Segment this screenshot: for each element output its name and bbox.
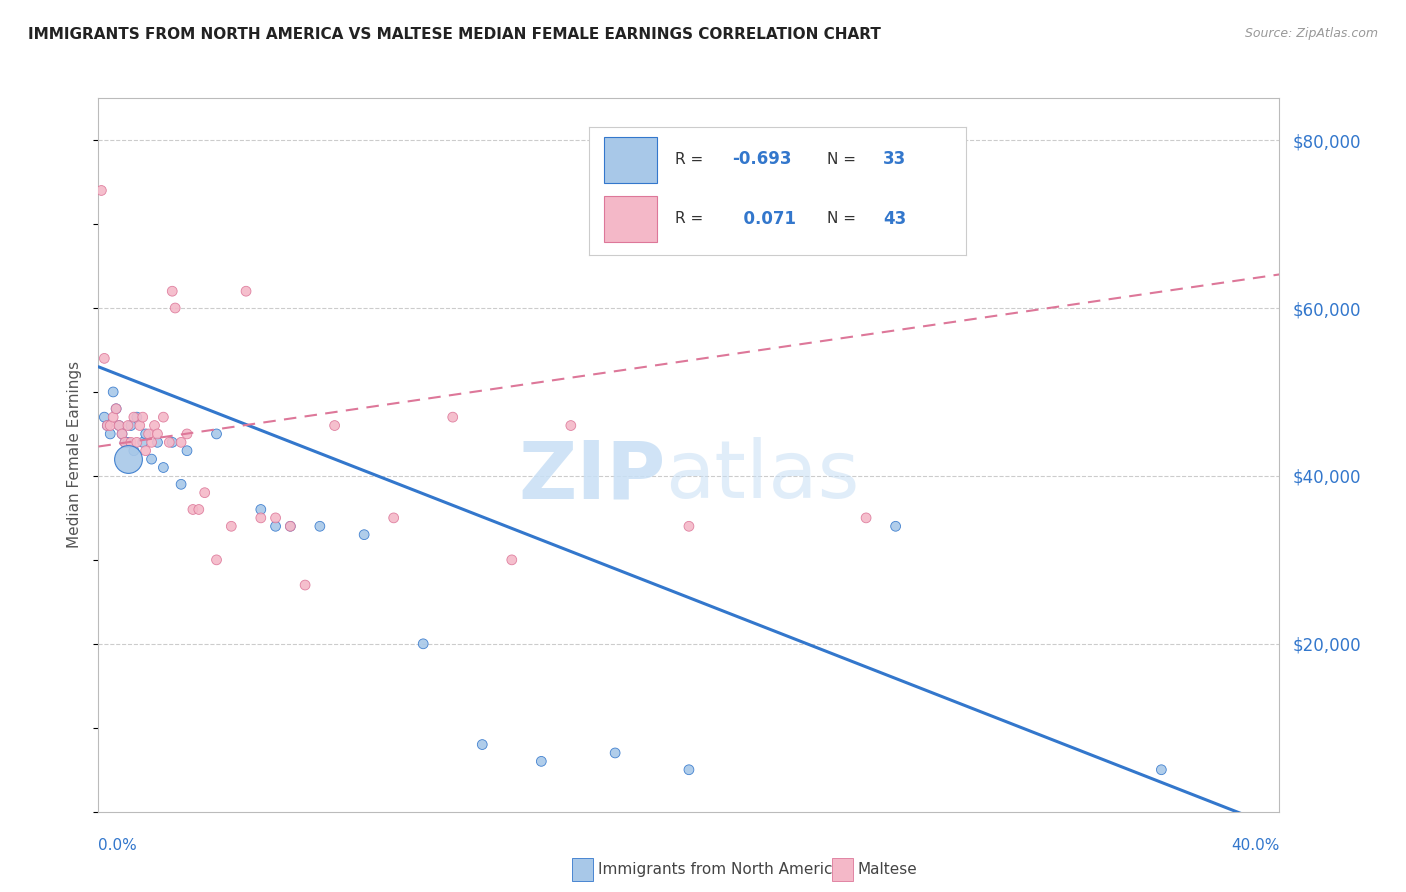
Point xyxy=(176,443,198,458)
Point xyxy=(162,284,183,298)
Point xyxy=(560,418,582,433)
Point xyxy=(93,410,115,425)
Point xyxy=(855,511,877,525)
Point xyxy=(278,519,302,533)
Text: ZIP: ZIP xyxy=(517,437,665,516)
Bar xyxy=(603,137,657,183)
Y-axis label: Median Female Earnings: Median Female Earnings xyxy=(67,361,83,549)
Point xyxy=(132,435,155,450)
Point xyxy=(122,443,145,458)
Point xyxy=(117,452,139,467)
Text: 33: 33 xyxy=(883,151,907,169)
Point xyxy=(128,418,150,433)
Point xyxy=(143,418,166,433)
Point xyxy=(105,401,128,416)
Point xyxy=(205,553,228,567)
Point xyxy=(135,443,157,458)
Point xyxy=(235,284,257,298)
Point xyxy=(441,410,464,425)
Text: R =: R = xyxy=(675,152,709,167)
Point xyxy=(146,426,169,441)
Point xyxy=(501,553,523,567)
Point xyxy=(132,410,155,425)
Point xyxy=(264,511,287,525)
Point xyxy=(152,460,174,475)
Point xyxy=(1150,763,1173,777)
Point xyxy=(309,519,332,533)
Point xyxy=(264,519,287,533)
Text: Source: ZipAtlas.com: Source: ZipAtlas.com xyxy=(1244,27,1378,40)
Point xyxy=(205,426,228,441)
Text: N =: N = xyxy=(827,152,860,167)
Point xyxy=(194,485,217,500)
Point xyxy=(108,418,131,433)
Point xyxy=(471,738,494,752)
Point xyxy=(117,418,139,433)
Point xyxy=(162,435,183,450)
Point xyxy=(678,763,700,777)
Point xyxy=(135,426,157,441)
Point xyxy=(176,426,198,441)
Point xyxy=(157,435,180,450)
Point xyxy=(382,511,405,525)
Point xyxy=(108,418,131,433)
Point xyxy=(165,301,187,315)
Point xyxy=(141,435,163,450)
Point xyxy=(170,435,193,450)
Text: Maltese: Maltese xyxy=(858,863,917,877)
Point xyxy=(219,519,242,533)
Point xyxy=(103,410,125,425)
Point xyxy=(114,435,136,450)
Point xyxy=(353,527,375,541)
Point xyxy=(141,452,163,467)
Text: 0.0%: 0.0% xyxy=(98,838,138,854)
Text: IMMIGRANTS FROM NORTH AMERICA VS MALTESE MEDIAN FEMALE EARNINGS CORRELATION CHAR: IMMIGRANTS FROM NORTH AMERICA VS MALTESE… xyxy=(28,27,882,42)
Point xyxy=(105,401,128,416)
Point xyxy=(125,410,148,425)
Text: 0.071: 0.071 xyxy=(733,210,796,227)
Point xyxy=(412,637,434,651)
Point xyxy=(294,578,316,592)
Point xyxy=(90,184,112,198)
Point xyxy=(103,384,125,399)
Point xyxy=(530,755,553,769)
Point xyxy=(250,511,273,525)
Text: Immigrants from North America: Immigrants from North America xyxy=(598,863,841,877)
Point xyxy=(120,435,142,450)
Point xyxy=(250,502,273,516)
Point xyxy=(117,435,139,450)
Point xyxy=(678,519,700,533)
Point xyxy=(146,435,169,450)
Point xyxy=(323,418,346,433)
Text: -0.693: -0.693 xyxy=(733,151,792,169)
Point xyxy=(122,410,145,425)
Point xyxy=(114,435,136,450)
Text: R =: R = xyxy=(675,211,709,226)
Point xyxy=(98,426,121,441)
Point xyxy=(120,418,142,433)
Point xyxy=(170,477,193,491)
Text: 40.0%: 40.0% xyxy=(1232,838,1279,854)
Bar xyxy=(603,196,657,243)
Point xyxy=(605,746,627,760)
Point xyxy=(884,519,907,533)
Point xyxy=(138,426,160,441)
Point xyxy=(111,426,134,441)
Text: atlas: atlas xyxy=(665,437,859,516)
Point xyxy=(96,418,118,433)
Point xyxy=(96,418,118,433)
Point xyxy=(181,502,204,516)
Point xyxy=(278,519,302,533)
Point xyxy=(111,426,134,441)
Point xyxy=(98,418,121,433)
Point xyxy=(187,502,209,516)
Point xyxy=(93,351,115,366)
Point xyxy=(125,435,148,450)
Text: 43: 43 xyxy=(883,210,907,227)
Text: N =: N = xyxy=(827,211,860,226)
Point xyxy=(152,410,174,425)
